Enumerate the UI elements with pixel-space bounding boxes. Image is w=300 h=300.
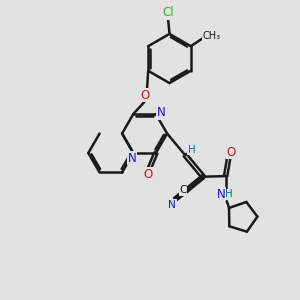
Text: H: H xyxy=(225,189,233,200)
Text: Cl: Cl xyxy=(162,6,174,20)
Text: N: N xyxy=(157,106,166,119)
Text: CH₃: CH₃ xyxy=(203,31,221,41)
Text: N: N xyxy=(217,188,226,201)
Text: H: H xyxy=(188,145,196,155)
Text: O: O xyxy=(143,168,153,181)
Text: N: N xyxy=(168,200,176,210)
Text: N: N xyxy=(128,152,136,165)
Text: O: O xyxy=(226,146,236,159)
Text: O: O xyxy=(140,89,149,102)
Text: C: C xyxy=(179,185,187,195)
